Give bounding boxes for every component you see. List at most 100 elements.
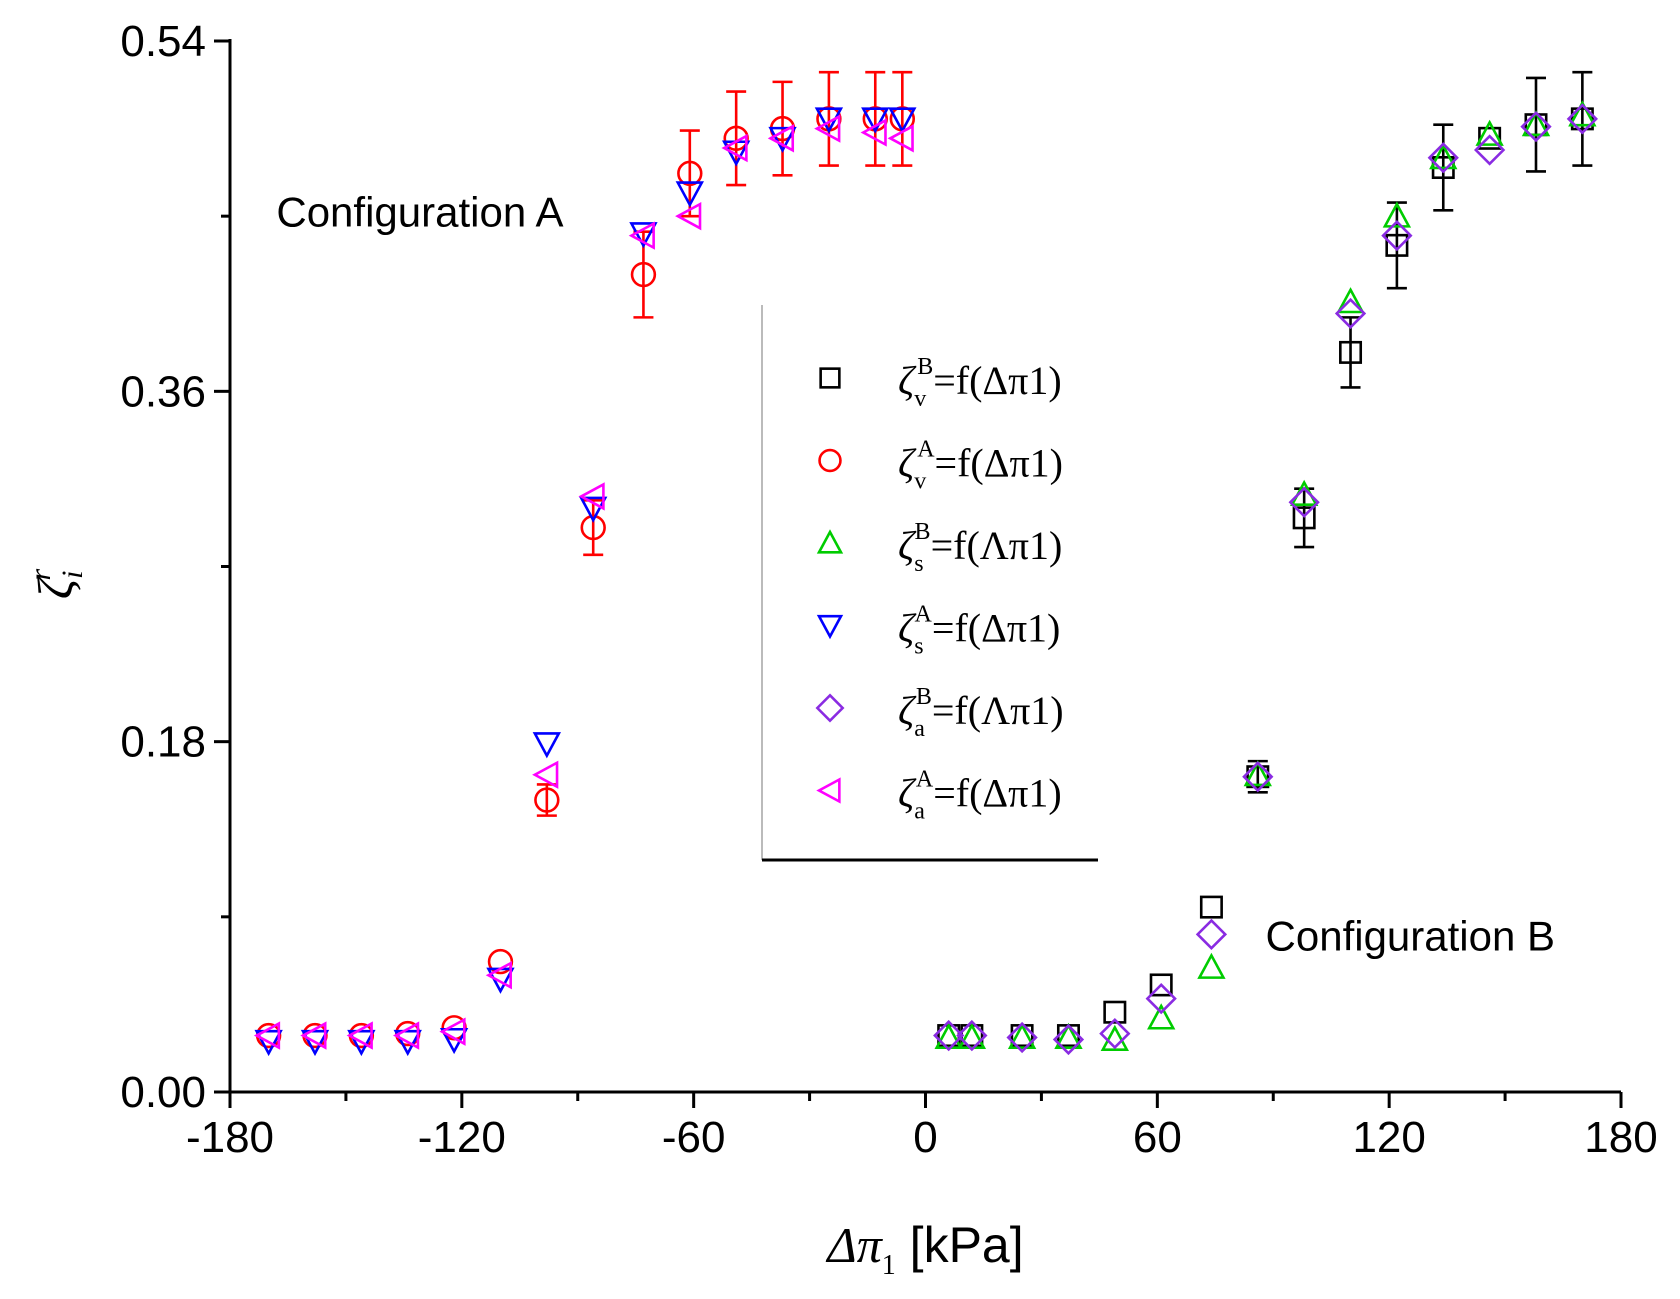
data-point (300, 1021, 327, 1050)
annotations: Configuration A Configuration B (276, 188, 1555, 959)
data-point (1568, 100, 1597, 127)
data-point (860, 118, 887, 147)
data-point (1381, 219, 1413, 252)
x-tick-label: 60 (1133, 1113, 1182, 1162)
data-point (630, 261, 657, 288)
data-point (1242, 761, 1274, 793)
data-point (677, 160, 703, 187)
x-tick-label: 120 (1352, 1113, 1425, 1162)
data-point (1199, 895, 1223, 919)
x-tick-label: 0 (913, 1113, 937, 1162)
data-point (1006, 1021, 1038, 1054)
legend-item: ζaB=f(Λπ1) (815, 684, 1064, 742)
y-tick-label: 0.36 (120, 367, 206, 416)
data-point (1520, 110, 1552, 143)
legend-item: ζsA=f(Δπ1) (816, 602, 1060, 660)
x-axis-title: Δπ1 [kPa] (825, 1217, 1023, 1281)
data-point (1336, 287, 1365, 314)
series-6 (253, 114, 914, 1050)
data-point (1099, 1017, 1131, 1050)
data-point (534, 787, 560, 813)
data-point (300, 1029, 330, 1057)
data-point (578, 482, 605, 511)
data-point (254, 1029, 283, 1057)
data-point (1007, 1022, 1037, 1050)
legend-item: ζsB=f(Λπ1) (816, 519, 1062, 577)
data-point (393, 1021, 420, 1050)
data-point (675, 181, 704, 208)
data-point (768, 126, 797, 154)
legend-marker (819, 367, 841, 389)
data-point (1478, 126, 1502, 150)
data-point (721, 133, 748, 163)
data-point (1197, 952, 1226, 979)
legend-label: ζsA=f(Δπ1) (898, 602, 1060, 660)
x-tick-label: -60 (662, 1113, 726, 1162)
y-tick-label: 0.18 (120, 718, 206, 767)
data-point (347, 1029, 376, 1057)
data-point (956, 1019, 988, 1052)
legend-item: ζvA=f(Δπ1) (818, 437, 1063, 495)
data-point (767, 124, 795, 153)
data-point (1475, 119, 1504, 146)
data-point (1385, 233, 1409, 257)
data-point (1149, 973, 1173, 997)
x-tick-label: -120 (418, 1113, 506, 1162)
data-point (580, 514, 606, 541)
x-tick-label: 180 (1584, 1113, 1657, 1162)
data-point (1427, 142, 1459, 174)
data-point (1103, 1000, 1127, 1024)
legend-label: ζvB=f(Δπ1) (898, 354, 1062, 412)
data-point (439, 1017, 466, 1046)
y-tick-label: 0.00 (120, 1068, 206, 1117)
annotation: Configuration B (1266, 912, 1556, 959)
legend-marker (815, 693, 845, 723)
data-point (888, 107, 917, 134)
data-point (628, 221, 655, 250)
data-point (1147, 1003, 1176, 1030)
legend-marker (816, 529, 844, 554)
data-point (1334, 297, 1367, 330)
legend-label: ζsB=f(Λπ1) (898, 519, 1062, 577)
legend-item: ζvB=f(Δπ1) (819, 354, 1062, 412)
data-point (532, 760, 559, 789)
data-point (887, 124, 914, 153)
legend-label: ζvA=f(Δπ1) (898, 437, 1063, 495)
data-point (861, 107, 890, 134)
data-point (1429, 143, 1458, 170)
data-point (1473, 134, 1506, 166)
data-point (485, 961, 512, 990)
data-point (1246, 765, 1270, 789)
legend-label: ζaA=f(Δπ1) (898, 767, 1062, 825)
annotation: Configuration A (276, 188, 563, 235)
y-axis-title: ζir (24, 569, 89, 600)
data-point (1054, 1022, 1083, 1050)
data-point (393, 1029, 422, 1057)
data-point (814, 114, 841, 143)
legend-marker (816, 614, 844, 640)
legend-item: ζaA=f(Δπ1) (816, 767, 1062, 825)
data-point (1570, 107, 1594, 131)
data-point (1100, 1024, 1130, 1051)
legend-marker (816, 777, 841, 804)
data-point (1145, 982, 1177, 1015)
data-point (346, 1021, 373, 1050)
data-point (1288, 486, 1320, 518)
data-point (1566, 103, 1598, 135)
data-point (1292, 506, 1316, 530)
data-point (1521, 109, 1551, 137)
legend-marker (818, 448, 842, 473)
y-tick-label: 0.54 (120, 17, 206, 66)
data-point (1195, 918, 1228, 950)
data-point (933, 1019, 965, 1052)
y-axis-title-text: ζir (24, 569, 89, 600)
data-point (532, 732, 562, 759)
x-tick-label: -180 (186, 1113, 274, 1162)
data-point (675, 201, 702, 231)
data-point (1243, 760, 1272, 787)
series-5 (933, 103, 1598, 1056)
data-point (629, 222, 658, 249)
data-point (579, 496, 608, 523)
